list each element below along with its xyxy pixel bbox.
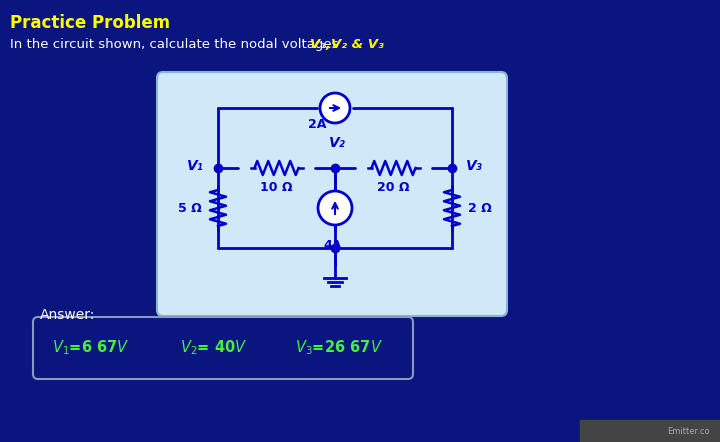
Text: $\it{V_2}$= 40$\it{V}$: $\it{V_2}$= 40$\it{V}$ (180, 339, 248, 357)
Text: 10 Ω: 10 Ω (260, 181, 293, 194)
FancyBboxPatch shape (33, 317, 413, 379)
Text: V₁: V₁ (187, 159, 204, 173)
Text: 4A: 4A (324, 239, 342, 252)
Circle shape (318, 191, 352, 225)
Text: 20 Ω: 20 Ω (377, 181, 410, 194)
Text: Answer:: Answer: (40, 308, 95, 322)
Text: V₃: V₃ (466, 159, 483, 173)
Text: 2A: 2A (308, 118, 326, 131)
Text: V₁,V₂ & V₃: V₁,V₂ & V₃ (310, 38, 384, 51)
Text: $\it{V_1}$=6 67$\it{V}$: $\it{V_1}$=6 67$\it{V}$ (52, 339, 130, 357)
FancyBboxPatch shape (157, 72, 507, 316)
Text: 5 Ω: 5 Ω (178, 202, 202, 214)
Text: Practice Problem: Practice Problem (10, 14, 170, 32)
Text: $\it{V_3}$=26 67$\it{V}$: $\it{V_3}$=26 67$\it{V}$ (295, 339, 383, 357)
Text: 2 Ω: 2 Ω (468, 202, 492, 214)
Bar (580, 420, 720, 442)
Text: In the circuit shown, calculate the nodal voltages: In the circuit shown, calculate the noda… (10, 38, 343, 51)
Text: Emitter.co: Emitter.co (667, 427, 710, 435)
Text: V₂: V₂ (328, 136, 346, 150)
Circle shape (320, 93, 350, 123)
